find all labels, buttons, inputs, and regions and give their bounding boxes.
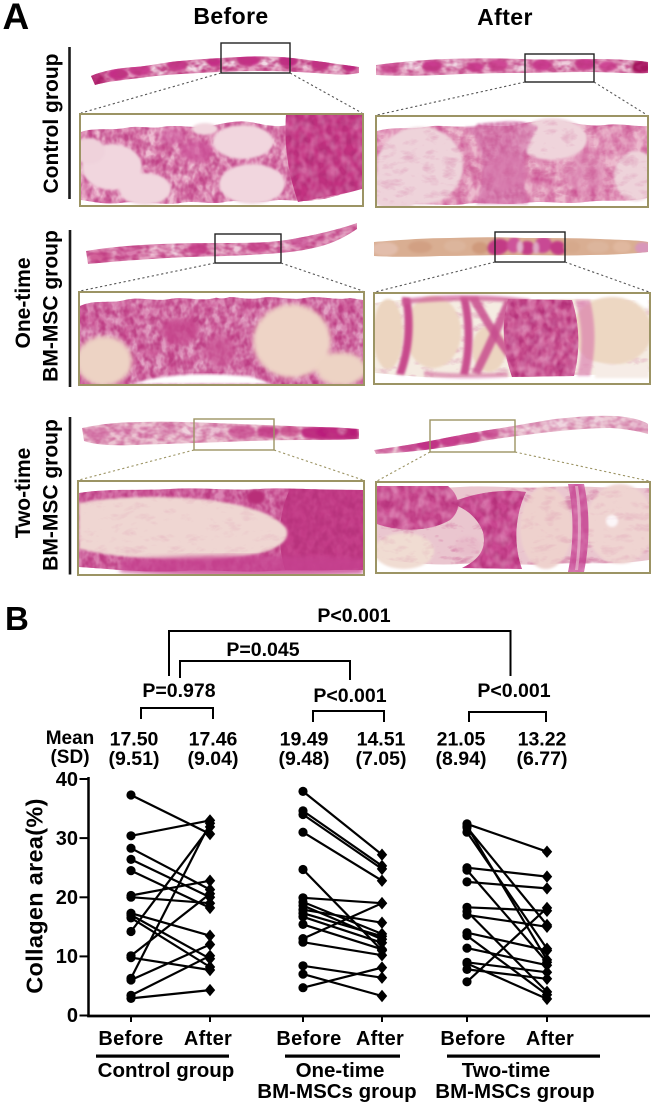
svg-text:40: 40 [56, 769, 78, 791]
svg-text:After: After [356, 1028, 404, 1050]
svg-text:14.51: 14.51 [357, 729, 406, 751]
svg-text:BM-MSCs group: BM-MSCs group [435, 1080, 594, 1103]
svg-text:After: After [526, 1028, 574, 1050]
svg-text:(SD): (SD) [50, 747, 89, 768]
svg-text:Collagen area(%): Collagen area(%) [22, 798, 48, 993]
svg-text:(9.04): (9.04) [188, 748, 239, 770]
svg-text:21.05: 21.05 [437, 729, 486, 751]
svg-text:10: 10 [56, 946, 78, 968]
svg-text:BM-MSC group: BM-MSC group [40, 419, 63, 571]
svg-text:(9.51): (9.51) [109, 748, 160, 770]
svg-text:After: After [184, 1028, 232, 1050]
svg-text:A: A [3, 0, 30, 37]
svg-text:Control group: Control group [40, 54, 63, 194]
svg-text:(8.94): (8.94) [436, 748, 487, 770]
svg-text:After: After [477, 4, 533, 30]
svg-text:0: 0 [67, 1005, 78, 1027]
svg-text:30: 30 [56, 828, 78, 850]
svg-text:17.50: 17.50 [110, 729, 159, 751]
svg-text:Two-time: Two-time [462, 1059, 550, 1082]
svg-text:20: 20 [56, 887, 78, 909]
svg-text:One-time: One-time [296, 1059, 385, 1082]
svg-text:(7.05): (7.05) [356, 748, 407, 770]
svg-text:Two-time: Two-time [12, 448, 35, 539]
svg-text:13.22: 13.22 [518, 729, 567, 751]
svg-text:B: B [5, 600, 29, 637]
svg-text:P<0.001: P<0.001 [477, 680, 550, 702]
svg-text:17.46: 17.46 [189, 729, 238, 751]
svg-text:Before: Before [440, 1028, 505, 1050]
svg-text:Before: Before [98, 1028, 163, 1050]
svg-text:Control group: Control group [98, 1059, 235, 1082]
svg-text:One-time: One-time [12, 257, 35, 348]
svg-text:(6.77): (6.77) [517, 748, 568, 770]
svg-text:P<0.001: P<0.001 [317, 605, 390, 627]
svg-text:P<0.001: P<0.001 [313, 685, 386, 707]
svg-text:BM-MSCs group: BM-MSCs group [257, 1080, 416, 1103]
svg-text:Before: Before [276, 1028, 341, 1050]
svg-text:Before: Before [193, 3, 268, 29]
svg-text:BM-MSC group: BM-MSC group [40, 230, 63, 382]
svg-text:19.49: 19.49 [280, 729, 329, 751]
svg-text:(9.48): (9.48) [279, 748, 330, 770]
svg-text:Mean: Mean [46, 728, 95, 749]
svg-text:P=0.045: P=0.045 [226, 639, 299, 661]
svg-text:P=0.978: P=0.978 [142, 680, 215, 702]
